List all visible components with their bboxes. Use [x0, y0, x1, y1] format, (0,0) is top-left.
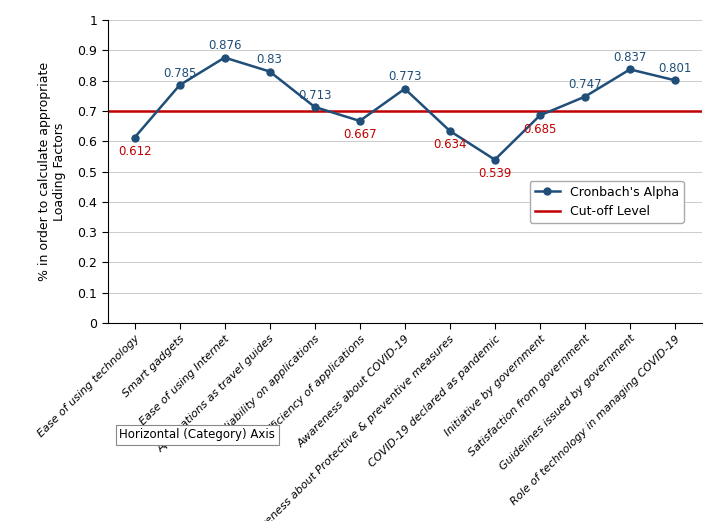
Text: 0.747: 0.747: [568, 78, 602, 91]
Cronbach's Alpha: [490, 157, 499, 163]
Cronbach's Alpha: [130, 134, 139, 141]
Text: 0.773: 0.773: [388, 70, 422, 83]
Y-axis label: % in order to calculate appropriate
Loading Factors: % in order to calculate appropriate Load…: [38, 62, 66, 281]
Cronbach's Alpha: [356, 118, 364, 124]
Cronbach's Alpha: [175, 82, 184, 88]
Text: 0.634: 0.634: [433, 139, 467, 152]
Text: 0.685: 0.685: [523, 123, 556, 136]
Legend: Cronbach's Alpha, Cut-off Level: Cronbach's Alpha, Cut-off Level: [530, 181, 684, 223]
Text: 0.667: 0.667: [343, 129, 376, 142]
Text: 0.612: 0.612: [118, 145, 151, 158]
Cronbach's Alpha: [401, 85, 409, 92]
Cronbach's Alpha: [265, 68, 274, 75]
Text: 0.837: 0.837: [613, 51, 647, 64]
Cronbach's Alpha: [581, 94, 589, 100]
Cut-off Level: [175, 108, 184, 114]
Cronbach's Alpha: [310, 104, 319, 110]
Cronbach's Alpha: [626, 66, 635, 72]
Cronbach's Alpha: [536, 113, 544, 119]
Text: 0.539: 0.539: [478, 167, 511, 180]
Text: 0.876: 0.876: [208, 39, 242, 52]
Text: 0.801: 0.801: [658, 62, 692, 75]
Text: 0.713: 0.713: [298, 89, 331, 102]
Cronbach's Alpha: [220, 55, 229, 61]
Cut-off Level: [130, 108, 139, 114]
Line: Cronbach's Alpha: Cronbach's Alpha: [131, 54, 678, 163]
Text: 0.785: 0.785: [163, 67, 196, 80]
Cronbach's Alpha: [445, 128, 454, 134]
Cronbach's Alpha: [670, 77, 679, 83]
Text: 0.83: 0.83: [257, 53, 282, 66]
Text: Horizontal (Category) Axis: Horizontal (Category) Axis: [120, 428, 275, 441]
